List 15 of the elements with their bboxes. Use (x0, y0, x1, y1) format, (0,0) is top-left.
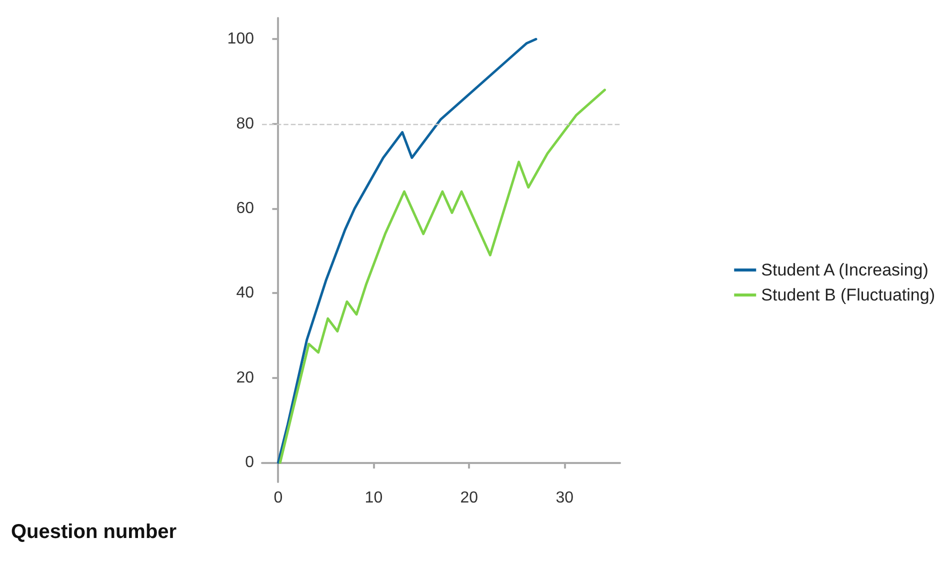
y-tick-label: 20 (236, 369, 254, 386)
line-series (276, 38, 538, 464)
y-tick-label: 60 (236, 200, 254, 218)
x-tick-label: 20 (460, 490, 478, 506)
x-tick-label: 0 (274, 490, 283, 506)
x-tick-label: 10 (364, 490, 383, 506)
y-tick-label: 40 (236, 284, 254, 302)
y-tick-label: 80 (236, 115, 254, 132)
x-axis-title: Question number (11, 521, 177, 543)
x-tick-label: 30 (556, 490, 574, 506)
line-series (278, 88, 606, 464)
legend-label: Student A (Increasing) (761, 260, 928, 280)
legend-label: Student B (Fluctuating) (761, 286, 936, 304)
y-tick-label: 100 (227, 30, 254, 48)
y-tick-label: 0 (245, 454, 254, 472)
